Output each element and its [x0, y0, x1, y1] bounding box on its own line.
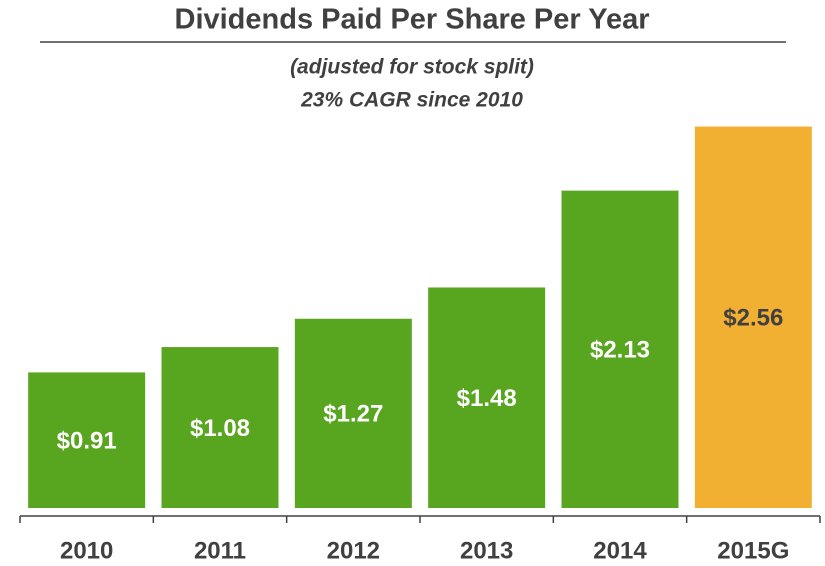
data-label: $0.91: [57, 428, 117, 455]
x-tick-label: 2014: [593, 537, 647, 564]
x-tick-label: 2010: [60, 537, 113, 564]
data-label: $1.08: [190, 415, 250, 442]
bar: [561, 190, 679, 508]
x-tick-label: 2013: [460, 537, 513, 564]
x-tick-label: 2015G: [717, 537, 789, 564]
x-tick-label: 2012: [327, 537, 380, 564]
bar: [161, 347, 279, 508]
chart-title: Dividends Paid Per Share Per Year: [175, 4, 650, 36]
bar: [694, 126, 812, 508]
subtitle: (adjusted for stock split): [290, 56, 534, 79]
data-label: $1.48: [457, 385, 517, 412]
bar: [294, 318, 412, 508]
bar: [28, 372, 146, 508]
data-label: $1.27: [323, 401, 383, 428]
subtitle: 23% CAGR since 2010: [300, 89, 523, 112]
bar: [428, 287, 546, 508]
data-label: $2.13: [590, 337, 650, 364]
data-label: $2.56: [723, 305, 783, 332]
x-tick-label: 2011: [194, 537, 246, 564]
